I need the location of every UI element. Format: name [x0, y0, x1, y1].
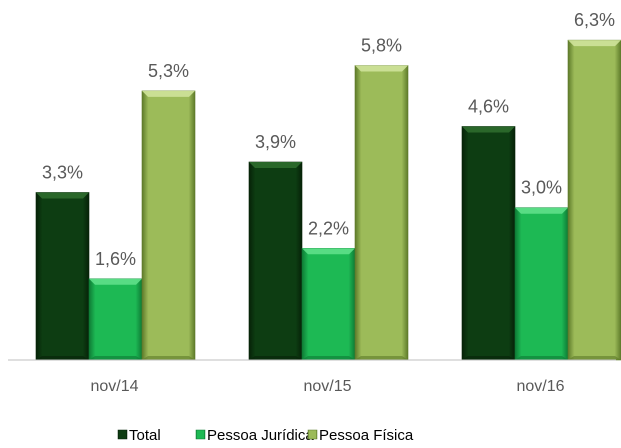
legend-label: Total — [129, 427, 161, 444]
legend-swatch — [195, 429, 206, 440]
data-label: 1,6% — [95, 249, 136, 269]
bar-pessoa-juridica-nov-15 — [301, 248, 356, 361]
data-label: 2,2% — [308, 218, 349, 238]
data-label: 3,3% — [42, 162, 83, 182]
legend: Total Pessoa Jurídica Pessoa Física — [117, 427, 414, 444]
bar-pessoa-fisica-nov-14 — [141, 90, 196, 361]
x-tick-label: nov/15 — [303, 378, 351, 395]
legend-item-pessoa-juridica: Pessoa Jurídica — [195, 427, 314, 444]
bar-total-nov-14 — [35, 192, 90, 361]
data-labels: 3,3% 1,6% 5,3% 3,9% 2,2% 5,8% 4,6% 3,0% 6,3% — [42, 10, 615, 269]
data-label: 6,3% — [574, 10, 615, 30]
data-label: 5,3% — [148, 61, 189, 81]
bar-pessoa-fisica-nov-15 — [354, 65, 409, 361]
bar-pessoa-juridica-nov-16 — [514, 207, 569, 361]
legend-item-pessoa-fisica: Pessoa Física — [307, 427, 414, 444]
data-label: 5,8% — [361, 36, 402, 56]
data-label: 3,9% — [255, 132, 296, 152]
x-axis-ticks: nov/14 nov/15 nov/16 — [90, 378, 564, 395]
data-label: 4,6% — [468, 96, 509, 116]
legend-swatch — [307, 429, 318, 440]
legend-label: Pessoa Jurídica — [207, 427, 314, 444]
legend-item-total: Total — [117, 427, 161, 444]
x-tick-label: nov/16 — [516, 378, 564, 395]
bar-total-nov-16 — [461, 126, 516, 361]
bar-pessoa-juridica-nov-14 — [88, 278, 143, 361]
bars-layer — [35, 39, 621, 361]
bar-total-nov-15 — [248, 161, 303, 361]
legend-label: Pessoa Física — [319, 427, 414, 444]
x-tick-label: nov/14 — [90, 378, 138, 395]
legend-swatch — [117, 429, 128, 440]
data-label: 3,0% — [521, 178, 562, 198]
bar-pessoa-fisica-nov-16 — [567, 39, 621, 361]
